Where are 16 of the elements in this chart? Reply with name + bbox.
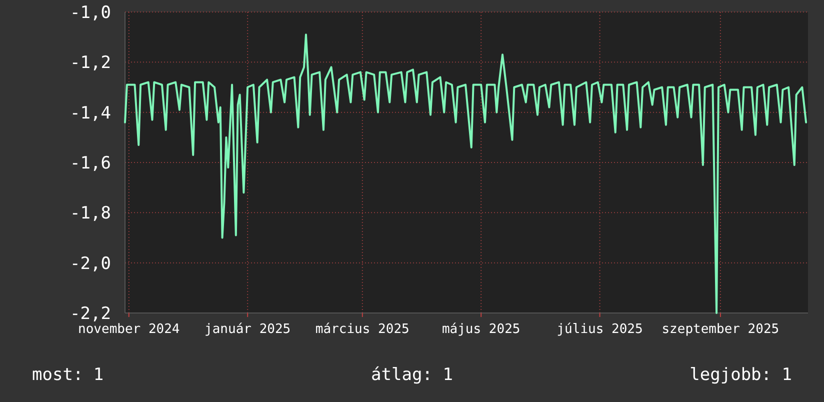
y-tick-label: -1,8 <box>70 204 111 224</box>
y-tick-label: -2,0 <box>70 254 111 274</box>
x-tick-label: november 2024 <box>78 322 180 337</box>
x-tick-label: július 2025 <box>556 322 643 337</box>
x-tick-label: május 2025 <box>442 322 520 337</box>
text: átlag: 1 <box>371 365 453 385</box>
text: legjobb: 1 <box>690 365 792 385</box>
y-tick-label: -1,6 <box>70 153 111 174</box>
x-tick-label: szeptember 2025 <box>662 322 780 337</box>
y-tick-label: -1,0 <box>70 2 111 23</box>
y-tick-label: -2,2 <box>70 304 111 324</box>
x-tick-label: március 2025 <box>315 322 410 337</box>
x-tick-label: január 2025 <box>204 322 291 337</box>
text: most: 1 <box>32 365 104 385</box>
y-tick-label: -1,4 <box>70 103 111 124</box>
y-tick-label: -1,2 <box>70 53 111 74</box>
